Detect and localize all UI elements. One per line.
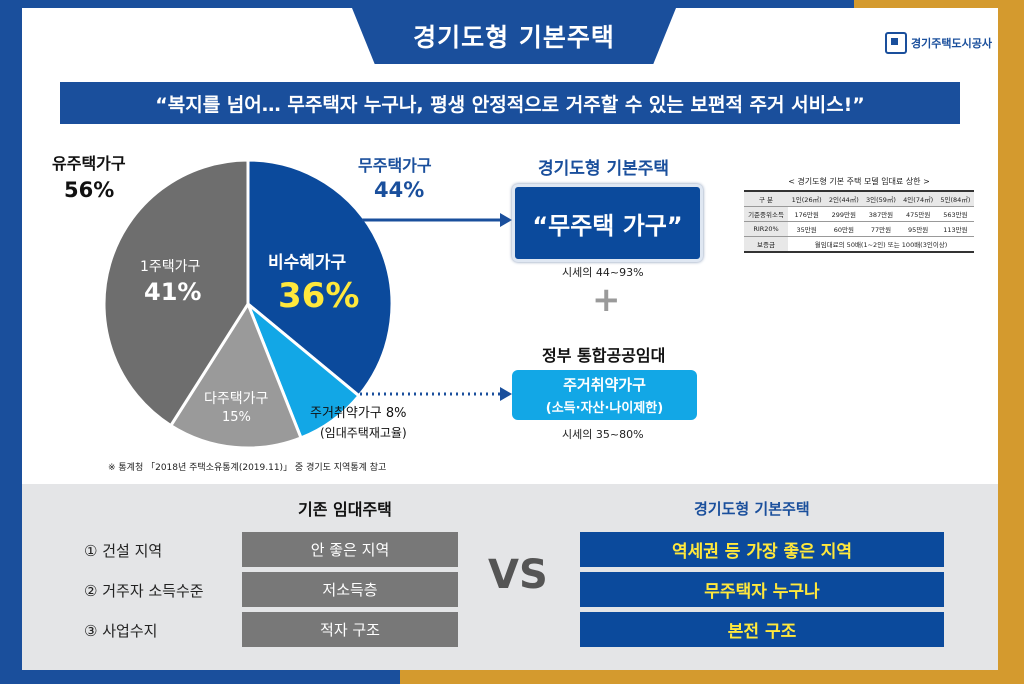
comparison-header-old: 기존 임대주택 [298,500,392,519]
table-cell: 35만원 [788,221,826,237]
table-cell: 보증금 [744,236,789,253]
vulnerable-household-box: 주거취약가구 (소득·자산·나이제한) [512,370,697,420]
table-row: 보증금 월임대료의 50배(1~2인) 또는 100배(3인이상) [744,236,974,253]
arrow-head-vulnerable [500,387,512,401]
plus-icon: + [592,280,621,320]
logo-text: 경기주택도시공사 [911,37,992,50]
logo-mark-icon [885,32,908,54]
group-label-nonowner: 무주택가구 [358,156,432,175]
table-cell: 기준중위소득 [744,206,789,222]
table-cell: 176만원 [788,206,826,222]
public-rental-title: 정부 통합공공임대 [542,346,666,365]
comparison-row-label: ③ 사업수지 [84,622,158,640]
table-row: 구 분 1인(26㎡) 2인(44㎡) 3인(59㎡) 4인(74㎡) 5인(8… [744,190,974,207]
vulnerable-household-text: 주거취약가구 [563,376,646,394]
nonowner-household-box: “무주택 가구” [512,184,703,262]
table-cell: 월임대료의 50배(1~2인) 또는 100배(3인이상) [788,236,974,253]
table-cell: 563만원 [936,206,974,222]
group-label-owner: 유주택가구 [52,154,126,173]
table-cell: 95만원 [899,221,937,237]
slice-value-one-house: 41% [144,278,202,306]
frame-left-bar [0,0,22,684]
comparison-row-label: ① 건설 지역 [84,542,163,560]
table-cell: RIR20% [744,221,789,237]
vs-label: VS [488,552,548,598]
table-cell: 387만원 [862,206,900,222]
table-cell: 77만원 [862,221,900,237]
slice-value-non-beneficiary: 36% [278,276,360,316]
slogan-banner: “복지를 넘어… 무주택자 누구나, 평생 안정적으로 거주할 수 있는 보편적… [60,82,960,124]
comparison-panel: 기존 임대주택 경기도형 기본주택 ① 건설 지역 ② 거주자 소득수준 ③ 사… [22,484,998,670]
frame-top-accent [854,0,1024,8]
table-cell: 5인(84㎡) [936,190,974,207]
new-housing-cell: 본전 구조 [580,612,944,647]
pie-slice [168,300,303,450]
slice-label-one-house: 1주택가구 [140,259,201,275]
old-housing-cell: 저소득층 [242,572,458,607]
slice-label-non-beneficiary: 비수혜가구 [268,253,347,273]
title-tab: 경기도형 기본주택 [352,8,676,64]
old-housing-cell: 적자 구조 [242,612,458,647]
slice-label-vulnerable: 주거취약가구 8% [310,406,407,421]
logo: 경기주택도시공사 [885,32,992,54]
comparison-header-new: 경기도형 기본주택 [694,500,810,518]
table-cell: 구 분 [744,190,789,207]
basic-housing-price-note: 시세의 44~93% [562,266,644,279]
rent-cap-grid: 구 분 1인(26㎡) 2인(44㎡) 3인(59㎡) 4인(74㎡) 5인(8… [744,190,974,253]
pie-slice [102,158,250,428]
page-title: 경기도형 기본주택 [413,23,615,52]
table-cell: 1인(26㎡) [788,190,826,207]
comparison-row-label: ② 거주자 소득수준 [84,582,204,600]
group-value-owner: 56% [64,178,115,202]
table-cell: 2인(44㎡) [825,190,863,207]
pie-slice [246,158,394,398]
frame-right-bar [998,0,1024,684]
table-row: 기준중위소득 176만원 299만원 387만원 475만원 563만원 [744,206,974,222]
rent-cap-caption: < 경기도형 기본 주택 모델 임대료 상한 > [788,177,930,186]
table-cell: 4인(74㎡) [899,190,937,207]
group-value-nonowner: 44% [374,178,425,202]
table-cell: 60만원 [825,221,863,237]
old-housing-cell: 안 좋은 지역 [242,532,458,567]
infographic-canvas: 경기도형 기본주택 경기주택도시공사 “복지를 넘어… 무주택자 누구나, 평생… [22,8,998,670]
arrow-head-nonowner [500,213,512,227]
table-cell: 299만원 [825,206,863,222]
vulnerable-household-conditions: (소득·자산·나이제한) [545,401,664,416]
rent-cap-table: < 경기도형 기본 주택 모델 임대료 상한 > 구 분 1인(26㎡) 2인(… [744,176,974,253]
slice-value-multi-house: 15% [222,410,251,425]
public-rental-price-note: 시세의 35~80% [562,428,644,441]
source-note: ※ 통계청 「2018년 주택소유통계(2019.11)」 중 경기도 지역통계… [108,463,387,473]
nonowner-household-text: “무주택 가구” [532,211,683,240]
frame-top-bar [0,0,1024,8]
table-cell: 113만원 [936,221,974,237]
slice-sub-vulnerable: (임대주택재고율) [320,426,407,440]
slice-label-multi-house: 다주택가구 [204,391,269,407]
table-cell: 475만원 [899,206,937,222]
frame-bottom-accent [0,670,400,684]
table-row: RIR20% 35만원 60만원 77만원 95만원 113만원 [744,221,974,237]
new-housing-cell: 역세권 등 가장 좋은 지역 [580,532,944,567]
basic-housing-title: 경기도형 기본주택 [538,159,670,179]
slogan-text: “복지를 넘어… 무주택자 누구나, 평생 안정적으로 거주할 수 있는 보편적… [155,93,865,116]
pie-chart [102,158,512,450]
table-cell: 3인(59㎡) [862,190,900,207]
new-housing-cell: 무주택자 누구나 [580,572,944,607]
